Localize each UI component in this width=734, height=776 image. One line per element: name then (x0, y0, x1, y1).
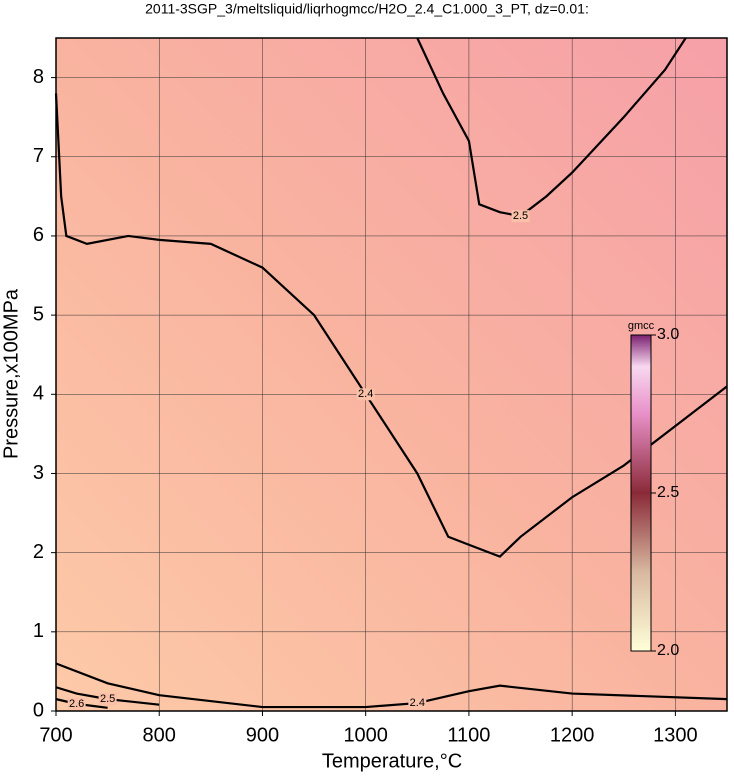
plot-frame (55, 37, 728, 712)
contour-line (55, 686, 160, 706)
contour-label-bg (356, 388, 375, 401)
y-tick-label: 5 (33, 303, 44, 325)
contour-label: 2.6 (69, 698, 84, 710)
colorbar (630, 334, 652, 652)
colorbar-tick-label: 2.5 (657, 484, 679, 501)
contour-label: 2.4 (410, 697, 425, 709)
y-tick-label: 3 (33, 462, 44, 484)
contour-label: 2.5 (513, 210, 528, 222)
y-tick-label: 0 (33, 699, 44, 721)
x-tick-label: 1300 (653, 724, 698, 746)
contour-label-bg (67, 697, 86, 710)
colorbar-tick-label: 3.0 (657, 326, 679, 343)
colorbar-label: gmcc (628, 320, 655, 332)
y-tick-label: 7 (33, 145, 44, 167)
x-tick-label: 900 (246, 724, 279, 746)
x-tick-label: 1100 (447, 724, 490, 746)
plot-background (56, 38, 727, 711)
y-tick-label: 6 (33, 224, 44, 246)
y-axis-label: Pressure,x100MPa (0, 288, 22, 459)
x-tick-label: 1200 (550, 724, 595, 746)
y-tick-label: 2 (33, 541, 44, 563)
contour-label: 2.5 (100, 693, 115, 705)
colorbar-tick-label: 2.0 (657, 642, 679, 659)
y-tick-label: 4 (33, 383, 44, 405)
y-tick-label: 8 (33, 66, 44, 88)
x-axis-label: Temperature,°C (322, 750, 462, 772)
contour-label: 2.4 (358, 388, 373, 400)
contour-label-bg (98, 693, 117, 706)
y-tick-label: 1 (33, 620, 44, 642)
contour-label-bg (408, 697, 427, 710)
x-tick-label: 800 (143, 724, 176, 746)
chart-title: 2011-3SGP_3/meltsliquid/liqrhogmcc/H2O_2… (145, 1, 589, 17)
x-tick-label: 1000 (343, 724, 388, 746)
contour-line (55, 662, 728, 709)
x-tick-label: 700 (39, 724, 72, 746)
contour-label-bg (511, 210, 530, 223)
